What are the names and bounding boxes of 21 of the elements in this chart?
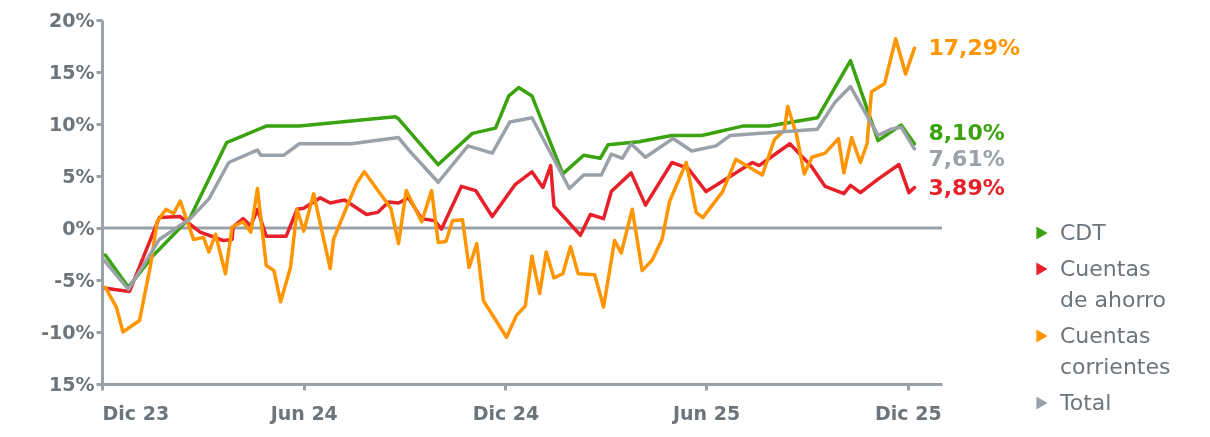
legend-label: Cuentas corrientes	[1060, 323, 1171, 379]
y-tick-label: 0%	[62, 216, 95, 239]
data-label: 3,89%	[928, 174, 1005, 200]
legend-label: Total	[1059, 390, 1112, 415]
x-tick-label: Dic 25	[875, 401, 942, 424]
legend-label: Cuentas de ahorro	[1060, 256, 1167, 312]
y-tick-label: -10%	[41, 320, 95, 343]
y-tick-label: -5%	[54, 268, 95, 291]
x-tick-label: Dic 24	[472, 401, 540, 424]
data-label: 7,61%	[928, 146, 1005, 172]
data-label: 8,10%	[928, 120, 1005, 146]
data-label: 17,29%	[928, 35, 1021, 61]
y-tick-label: 15%	[49, 60, 95, 83]
x-tick-label: Jun 25	[671, 401, 741, 424]
y-tick-label: 15%	[49, 372, 95, 395]
y-tick-label: 10%	[49, 112, 95, 135]
legend-label: CDT	[1060, 220, 1107, 245]
x-tick-label: Dic 23	[102, 401, 170, 424]
y-tick-label: 5%	[62, 164, 95, 187]
x-tick-label: Jun 24	[268, 401, 338, 424]
y-tick-label: 20%	[49, 8, 95, 31]
